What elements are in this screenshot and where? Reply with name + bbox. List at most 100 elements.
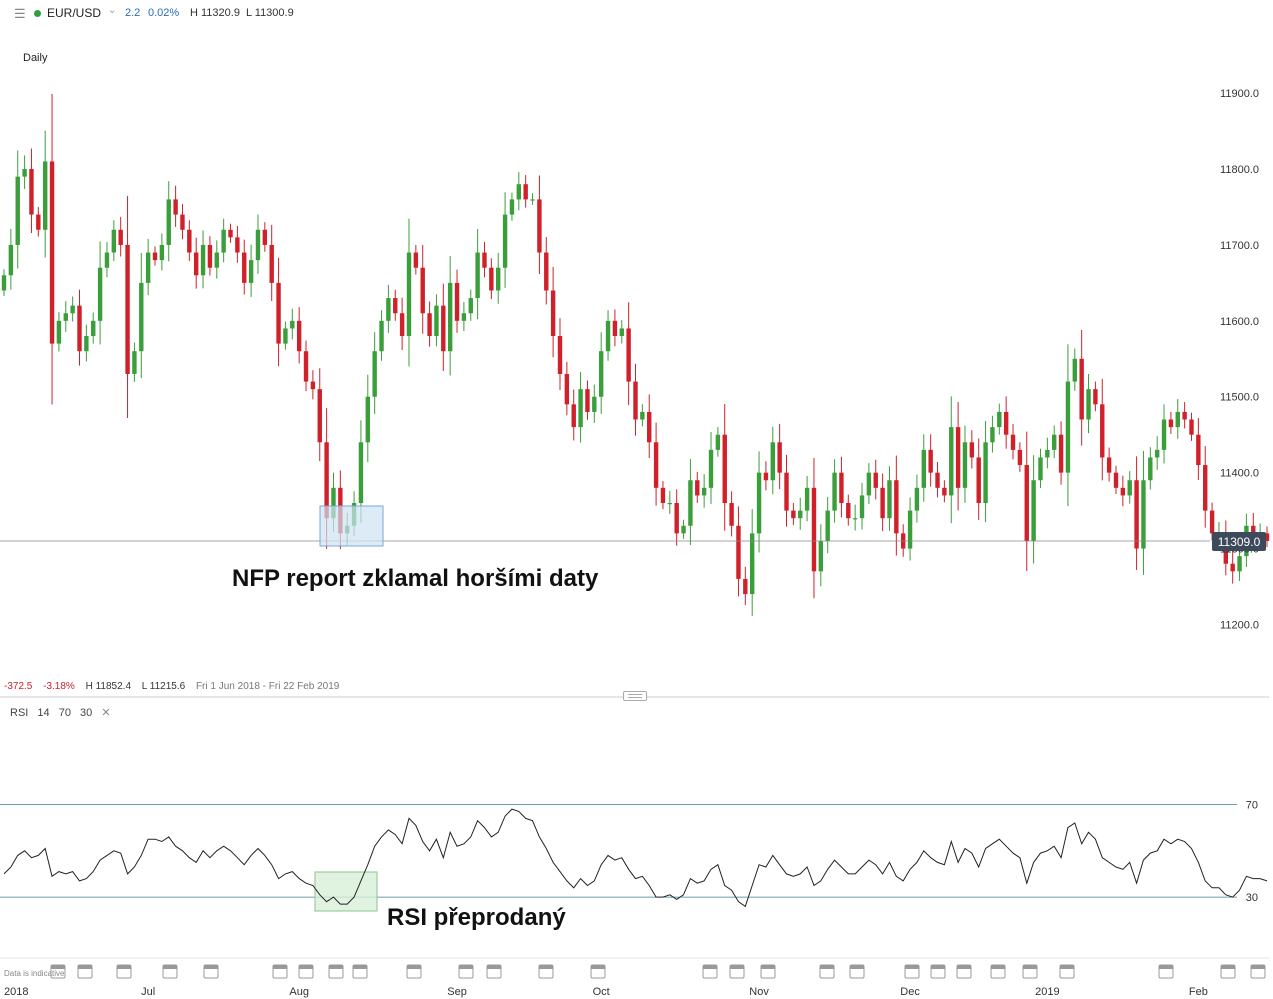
calendar-icon-header xyxy=(51,965,65,969)
calendar-icon-header xyxy=(1221,965,1235,969)
calendar-icon-header xyxy=(1159,965,1173,969)
candle-body xyxy=(846,503,851,519)
quote-change: 2.2 xyxy=(125,7,141,19)
candle-body xyxy=(626,328,631,382)
candle-body xyxy=(1203,465,1208,511)
candle-body xyxy=(290,320,295,329)
candle-body xyxy=(832,472,837,511)
rsi-annotation: RSI přeprodaný xyxy=(387,904,566,931)
candle-body xyxy=(1196,434,1201,466)
candle-body xyxy=(207,244,213,268)
calendar-icon xyxy=(956,964,972,979)
candle-body xyxy=(1024,465,1029,541)
candle-body xyxy=(935,472,940,488)
candle-body xyxy=(729,503,734,526)
candle-body xyxy=(537,199,542,253)
candle-body xyxy=(77,305,82,352)
candle-body xyxy=(166,199,171,245)
candle-body xyxy=(399,313,405,337)
candle-body xyxy=(22,169,27,177)
candle-body xyxy=(756,472,762,534)
calendar-icon xyxy=(819,964,835,979)
calendar-icon-header xyxy=(273,965,287,969)
candle-body xyxy=(152,252,158,261)
candle-body xyxy=(598,351,604,397)
candle-body xyxy=(983,442,988,504)
candle-body xyxy=(427,313,432,337)
candle-body xyxy=(633,381,638,420)
candle-body xyxy=(592,396,597,412)
candle-body xyxy=(393,298,398,314)
calendar-icon-header xyxy=(761,965,775,969)
candle-body xyxy=(187,229,192,253)
rsi-line xyxy=(3,808,1268,908)
candle-body xyxy=(461,313,467,321)
pane-resize-handle[interactable] xyxy=(623,691,647,701)
candle-body xyxy=(489,267,494,291)
calendar-icon-header xyxy=(905,965,919,969)
candle-body xyxy=(605,320,611,352)
candle-body xyxy=(1058,434,1064,473)
candle-body xyxy=(1038,457,1043,481)
rsi-name[interactable]: RSI xyxy=(10,707,29,719)
calendar-icon-header xyxy=(117,965,131,969)
candle-body xyxy=(214,252,219,268)
candle-body xyxy=(997,411,1002,428)
candle-body xyxy=(255,229,261,261)
calendar-icon-header xyxy=(591,965,605,969)
candle-body xyxy=(962,442,968,488)
candle-body xyxy=(434,305,439,337)
chevron-down-icon[interactable]: ⌄ xyxy=(108,5,117,16)
candle-body xyxy=(1093,389,1098,405)
candle-body xyxy=(743,578,748,595)
candle-body xyxy=(1161,419,1167,450)
candle-body xyxy=(248,260,254,283)
rsi-level-label: 30 xyxy=(1246,892,1258,904)
summary-high: H 11852.4 xyxy=(85,681,132,692)
candle-body xyxy=(990,427,995,443)
calendar-icon xyxy=(590,964,606,979)
candle-body xyxy=(791,510,796,519)
candle-body xyxy=(276,282,281,344)
candle-body xyxy=(193,252,199,276)
calendar-icon-header xyxy=(991,965,1005,969)
calendar-icon xyxy=(486,964,502,979)
symbol-name[interactable]: EUR/USD xyxy=(47,6,102,20)
candle-body xyxy=(852,518,858,520)
candle-body xyxy=(496,267,501,291)
candle-body xyxy=(420,267,425,314)
candle-body xyxy=(111,229,117,253)
summary-range: Fri 1 Jun 2018 - Fri 22 Feb 2019 xyxy=(195,681,340,692)
candle-body xyxy=(1251,525,1256,534)
close-icon[interactable]: ✕ xyxy=(101,707,111,719)
candle-body xyxy=(722,434,727,504)
candle-body xyxy=(777,442,782,473)
candle-body xyxy=(1120,487,1126,496)
candle-body xyxy=(1134,480,1139,549)
calendar-icon xyxy=(406,964,422,979)
candle-body xyxy=(976,457,981,504)
calendar-icon xyxy=(77,964,93,979)
calendar-icon xyxy=(352,964,368,979)
price-tick-label: 11600.0 xyxy=(1220,316,1259,328)
time-tick-label: Feb xyxy=(1189,986,1208,998)
candle-body xyxy=(1010,434,1016,450)
candle-body xyxy=(770,442,775,481)
candle-body xyxy=(372,351,377,397)
candle-body xyxy=(688,480,693,526)
calendar-icon-header xyxy=(163,965,177,969)
candle-body xyxy=(763,472,769,481)
last-price-label: 11309.0 xyxy=(1218,535,1261,549)
calendar-icon xyxy=(930,964,946,979)
candle-body xyxy=(640,411,645,420)
candle-body xyxy=(612,320,618,337)
candle-body xyxy=(84,336,89,352)
candle-body xyxy=(91,320,96,337)
calendar-icon-header xyxy=(957,965,971,969)
candle-body xyxy=(317,389,322,443)
candle-body xyxy=(660,487,666,504)
timeframe-label[interactable]: Daily xyxy=(23,52,48,64)
rsi-level-lines: 70 30 xyxy=(0,799,1258,904)
hamburger-menu-icon[interactable]: ☰ xyxy=(14,6,26,21)
